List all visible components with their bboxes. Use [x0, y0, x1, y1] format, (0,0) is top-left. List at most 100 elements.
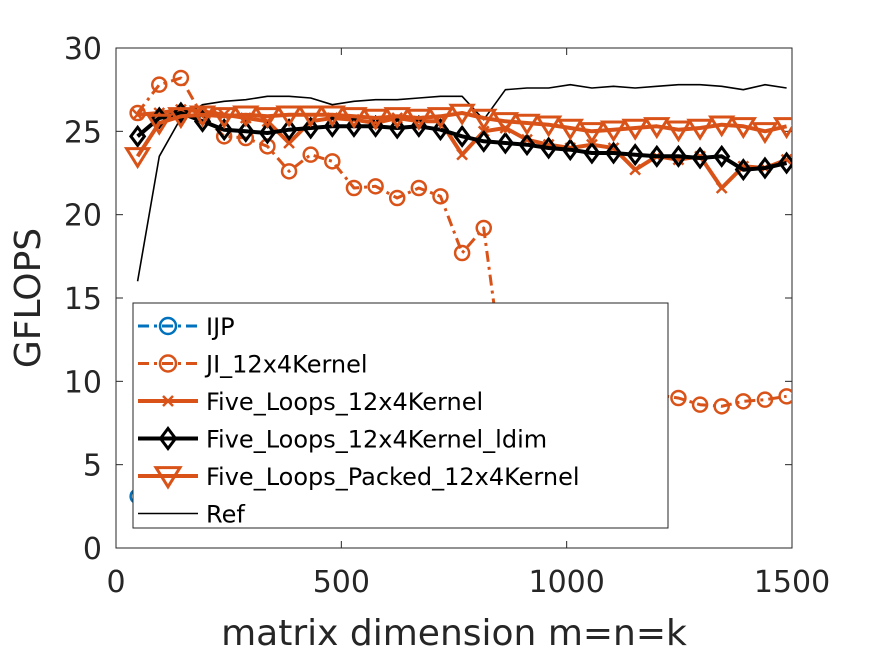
- data-point: [210, 107, 238, 130]
- data-point: [410, 179, 428, 197]
- data-point: [129, 124, 147, 148]
- y-tick-label: 5: [83, 449, 102, 484]
- legend-label: Five_Loops_12x4Kernel: [206, 388, 483, 416]
- data-point: [715, 182, 728, 194]
- data-point: [756, 156, 774, 180]
- legend-label: Five_Loops_Packed_12x4Kernel: [206, 463, 580, 491]
- data-point: [643, 117, 671, 140]
- data-point: [151, 76, 168, 93]
- data-point: [664, 120, 693, 143]
- data-point: [340, 107, 368, 130]
- legend-item: Five_Loops_12x4Kernel_ldim: [138, 426, 547, 454]
- data-point: [475, 219, 492, 237]
- series-line: [136, 83, 787, 282]
- data-point: [778, 388, 792, 405]
- data-point: [648, 144, 666, 168]
- legend-box: [132, 302, 669, 529]
- data-point: [131, 108, 144, 121]
- y-tick-label: 20: [64, 199, 102, 234]
- x-tick-label: 0: [106, 565, 125, 600]
- data-point: [453, 124, 471, 148]
- data-point: [707, 115, 736, 138]
- data-point: [772, 117, 792, 140]
- data-point: [713, 398, 730, 415]
- x-tick-label: 1500: [754, 565, 830, 600]
- data-point: [172, 69, 190, 87]
- x-axis-label: matrix dimension m=n=k: [221, 613, 687, 654]
- y-axis-label: GFLOPS: [8, 228, 49, 368]
- x-tick-label: 500: [313, 565, 370, 600]
- data-point: [729, 117, 758, 140]
- data-point: [405, 108, 433, 131]
- legend-label: Five_Loops_12x4Kernel_ldim: [206, 426, 547, 454]
- data-point: [167, 107, 195, 130]
- data-point: [691, 146, 709, 170]
- data-point: [275, 105, 303, 128]
- data-point: [621, 118, 649, 141]
- data-point: [431, 118, 450, 142]
- data-point: [302, 146, 319, 163]
- data-point: [578, 122, 606, 145]
- data-point: [361, 108, 390, 131]
- data-point: [629, 163, 642, 176]
- data-point: [215, 118, 233, 142]
- data-point: [383, 107, 411, 130]
- legend-swatch-marker: [162, 395, 174, 407]
- data-point: [599, 120, 628, 143]
- series-line: [136, 111, 788, 172]
- data-point: [367, 178, 384, 195]
- data-point: [259, 138, 276, 155]
- y-tick-label: 10: [64, 365, 102, 400]
- legend-item: Five_Loops_Packed_12x4Kernel: [138, 463, 580, 491]
- legend-item: Ref: [138, 501, 245, 529]
- data-point: [123, 147, 152, 170]
- data-point: [324, 153, 341, 170]
- legend-label: Ref: [206, 501, 245, 529]
- data-point: [232, 105, 260, 128]
- data-point: [540, 136, 558, 160]
- data-point: [556, 118, 584, 141]
- legend-item: JI_12x4Kernel: [138, 351, 368, 379]
- data-point: [426, 107, 455, 130]
- data-point: [735, 393, 752, 410]
- data-point: [345, 179, 363, 197]
- data-point: [302, 116, 320, 140]
- data-point: [518, 133, 536, 157]
- data-point: [475, 129, 493, 153]
- data-point: [470, 108, 498, 131]
- data-point: [283, 137, 295, 149]
- y-tick-label: 25: [64, 115, 102, 150]
- y-tick-label: 0: [83, 532, 102, 567]
- data-point: [323, 114, 341, 138]
- series-line: [135, 111, 788, 158]
- data-point: [296, 105, 325, 128]
- data-point: [561, 138, 579, 162]
- data-point: [318, 105, 347, 128]
- data-point: [388, 189, 406, 207]
- data-point: [453, 244, 471, 262]
- data-point: [670, 389, 687, 407]
- data-point: [456, 148, 468, 161]
- legend-item: IJP: [138, 313, 235, 341]
- data-point: [432, 188, 449, 205]
- series-five-loops-packed-12x4kernel: [123, 103, 792, 170]
- axis-ticks: 0 500 1000 1500 0 5 10 15 20 25 30: [64, 32, 830, 600]
- data-point: [713, 144, 731, 168]
- data-point: [777, 151, 792, 175]
- legend-label: IJP: [206, 313, 235, 341]
- legend-item: Five_Loops_12x4Kernel: [138, 388, 483, 416]
- data-point: [253, 107, 282, 130]
- data-point: [448, 103, 476, 126]
- data-point: [604, 141, 623, 165]
- legend: IJP JI_12x4Kernel Five_Loops_12x4Kernel Fiv…: [132, 302, 669, 529]
- data-point: [388, 116, 406, 140]
- data-point: [756, 391, 774, 408]
- data-point: [751, 122, 779, 145]
- data-point: [491, 112, 520, 135]
- legend-swatch-marker: [158, 316, 178, 336]
- data-point: [734, 158, 752, 182]
- data-point: [280, 118, 298, 142]
- data-point: [496, 131, 515, 155]
- legend-swatch-marker: [153, 466, 183, 490]
